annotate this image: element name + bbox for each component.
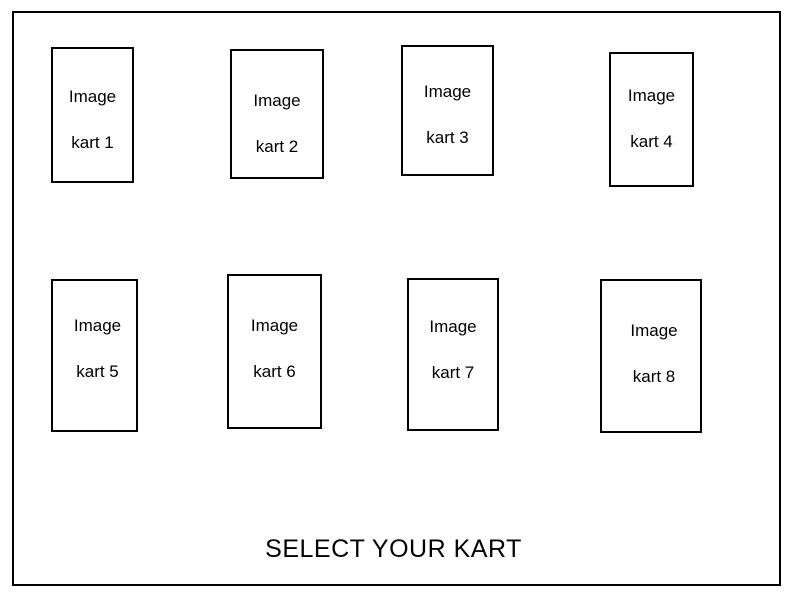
kart-card-3[interactable]: Image kart 3 bbox=[401, 45, 494, 176]
kart-name: kart 2 bbox=[255, 137, 299, 156]
kart-card-8[interactable]: Image kart 8 bbox=[600, 279, 702, 433]
kart-card-1[interactable]: Image kart 1 bbox=[51, 47, 134, 183]
kart-image-placeholder: Image bbox=[73, 316, 122, 335]
kart-image-placeholder: Image bbox=[253, 91, 301, 110]
kart-image-placeholder: Image bbox=[423, 82, 472, 101]
kart-card-2[interactable]: Image kart 2 bbox=[230, 49, 324, 179]
kart-image-placeholder: Image bbox=[68, 87, 117, 106]
kart-name: kart 3 bbox=[426, 128, 469, 147]
kart-card-4[interactable]: Image kart 4 bbox=[609, 52, 694, 187]
kart-select-screen bbox=[12, 11, 781, 586]
kart-card-6[interactable]: Image kart 6 bbox=[227, 274, 322, 429]
kart-name: kart 4 bbox=[630, 132, 673, 151]
kart-image-placeholder: Image bbox=[630, 321, 678, 340]
kart-image-placeholder: Image bbox=[627, 86, 676, 105]
kart-name: kart 5 bbox=[76, 362, 119, 381]
kart-card-7[interactable]: Image kart 7 bbox=[407, 278, 499, 431]
kart-name: kart 6 bbox=[253, 362, 296, 381]
kart-card-5[interactable]: Image kart 5 bbox=[51, 279, 138, 432]
kart-name: kart 1 bbox=[71, 133, 114, 152]
kart-name: kart 7 bbox=[431, 363, 475, 382]
kart-name: kart 8 bbox=[632, 367, 676, 386]
kart-image-placeholder: Image bbox=[250, 316, 299, 335]
page-title: SELECT YOUR KART bbox=[265, 535, 522, 563]
kart-image-placeholder: Image bbox=[429, 317, 477, 336]
